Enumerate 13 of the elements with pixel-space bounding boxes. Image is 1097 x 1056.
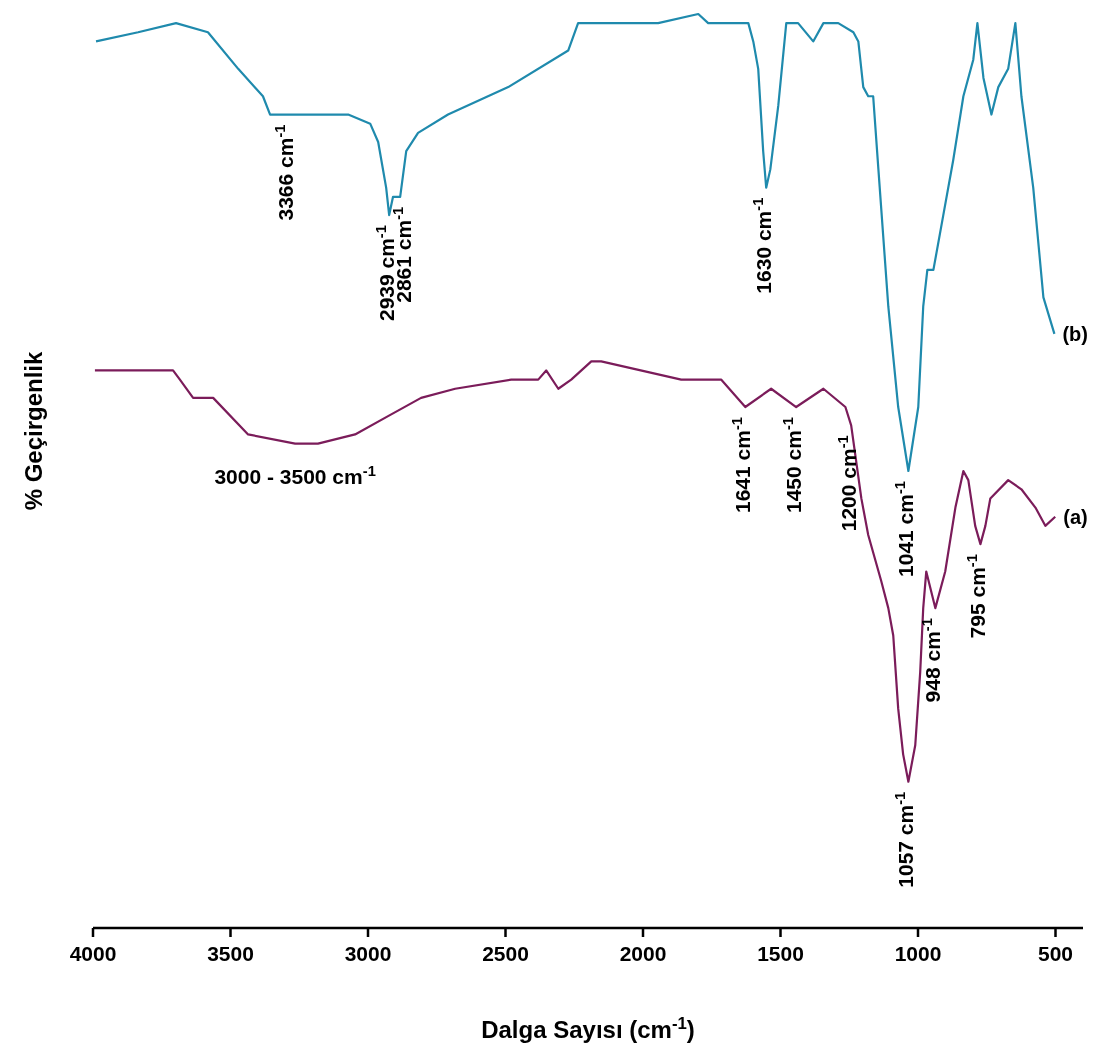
x-tick-label: 1000	[894, 942, 942, 965]
annotation: 3000 - 3500 cm$^{-1}$	[214, 462, 376, 488]
x-tick-label: 2500	[482, 942, 529, 965]
x-tick-label: 3500	[207, 942, 254, 965]
x-tick-label: 500	[1037, 942, 1074, 965]
series-label: (b)	[1062, 322, 1088, 345]
x-tick-label: 2000	[619, 942, 667, 965]
x-tick-label: 3000	[344, 942, 392, 965]
x-axis-title: Dalga Sayısı (cm$^{-1}$)	[481, 1013, 695, 1043]
y-axis-title: % Geçirgenlik	[20, 350, 47, 511]
x-tick-label: 1500	[757, 942, 804, 965]
series-label: (a)	[1063, 505, 1088, 528]
x-tick-label: 4000	[69, 942, 117, 965]
